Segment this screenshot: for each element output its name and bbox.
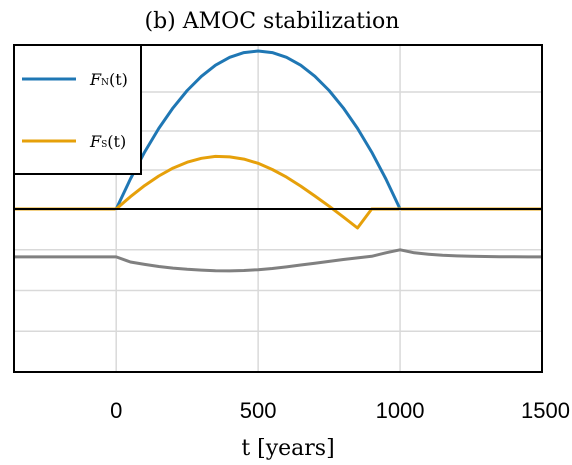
series-line-0 xyxy=(14,49,542,211)
lower-series-line-0 xyxy=(14,248,542,273)
legend-label-fn: FN(t) xyxy=(89,70,128,89)
legend: FN(t) FS(t) xyxy=(13,44,142,175)
legend-label-fs: FS(t) xyxy=(89,132,126,151)
series-line-1 xyxy=(14,154,542,230)
x-tick-label-0: 0 xyxy=(110,398,122,423)
chart-title: (b) AMOC stabilization xyxy=(145,9,400,34)
lower-panel xyxy=(13,208,543,373)
lower-grid xyxy=(14,209,543,372)
x-tick-label-1: 500 xyxy=(240,398,277,423)
x-tick-label-2: 1000 xyxy=(376,398,425,423)
x-tick-label-3: 1500 xyxy=(521,398,570,423)
lower-series xyxy=(14,248,542,273)
upper-series xyxy=(14,49,542,230)
x-axis-label: t [years] xyxy=(241,436,334,461)
legend-box xyxy=(13,44,142,175)
lower-panel-frame xyxy=(13,208,543,373)
x-ticks: 0 500 1000 1500 xyxy=(110,398,570,423)
